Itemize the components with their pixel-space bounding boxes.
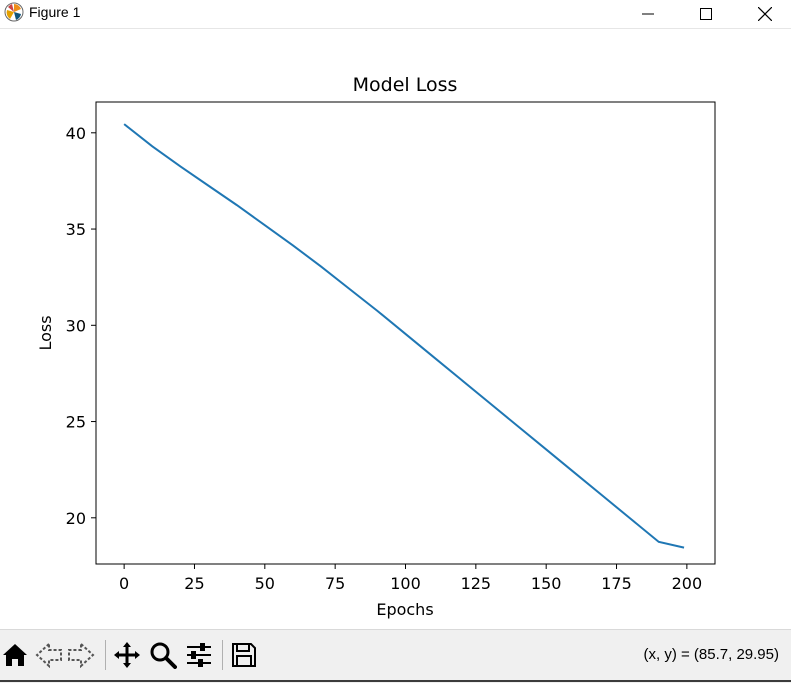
close-button[interactable]: [742, 0, 788, 28]
loss-series-line: [123, 123, 685, 549]
axes-frame: [95, 101, 716, 565]
chart-title: Model Loss: [353, 74, 458, 96]
y-tick-label: 35: [66, 220, 86, 239]
x-axis-label: Epochs: [376, 600, 433, 619]
zoom-icon: [150, 642, 177, 669]
y-tick-label: 40: [66, 124, 86, 143]
y-tick-label: 30: [66, 316, 86, 335]
x-tick-label: 75: [325, 574, 345, 593]
back-arrow-icon: [35, 642, 62, 668]
save-icon: [232, 643, 256, 667]
toolbar-separator: [105, 640, 106, 670]
x-tick-label: 25: [184, 574, 204, 593]
home-button[interactable]: [0, 638, 30, 672]
minimize-icon: [642, 13, 654, 15]
save-button[interactable]: [229, 638, 259, 672]
x-tick-label: 0: [119, 574, 129, 593]
forward-button[interactable]: [66, 638, 96, 672]
window-titlebar: Figure 1: [0, 0, 791, 29]
close-icon: [758, 7, 772, 21]
y-tick-label: 20: [66, 509, 86, 528]
window-title: Figure 1: [29, 4, 81, 20]
y-tick-label: 25: [66, 413, 86, 432]
maximize-button[interactable]: [683, 0, 729, 28]
pan-button[interactable]: [112, 638, 142, 672]
navigation-toolbar: (x, y) = (85.7, 29.95): [0, 629, 791, 683]
matplotlib-logo-icon: [4, 2, 24, 22]
x-tick-label: 175: [601, 574, 632, 593]
configure-subplots-icon: [187, 643, 211, 667]
line-chart: Model Loss 20 25 30 35 40 0 25 50 75 100 125 150 17…: [36, 74, 716, 619]
toolbar-separator: [222, 640, 223, 670]
window-bottom-border: [0, 680, 791, 682]
forward-arrow-icon: [68, 642, 95, 668]
cursor-coordinates: (x, y) = (85.7, 29.95): [643, 646, 779, 663]
y-axis-ticks: 20 25 30 35 40: [66, 124, 96, 528]
x-tick-label: 125: [461, 574, 492, 593]
home-icon: [3, 644, 27, 666]
back-button[interactable]: [34, 638, 64, 672]
x-tick-label: 100: [390, 574, 421, 593]
maximize-icon: [700, 8, 712, 20]
x-axis-ticks: 0 25 50 75 100 125 150 175 200: [119, 564, 702, 593]
zoom-button[interactable]: [148, 638, 178, 672]
x-tick-label: 50: [255, 574, 275, 593]
minimize-button[interactable]: [625, 0, 671, 28]
pan-icon: [114, 642, 140, 668]
y-axis-label: Loss: [36, 315, 55, 350]
configure-subplots-button[interactable]: [184, 638, 214, 672]
x-tick-label: 200: [672, 574, 703, 593]
figure-canvas[interactable]: Model Loss 20 25 30 35 40 0 25 50 75 100 125 150 17…: [0, 29, 791, 629]
x-tick-label: 150: [531, 574, 562, 593]
